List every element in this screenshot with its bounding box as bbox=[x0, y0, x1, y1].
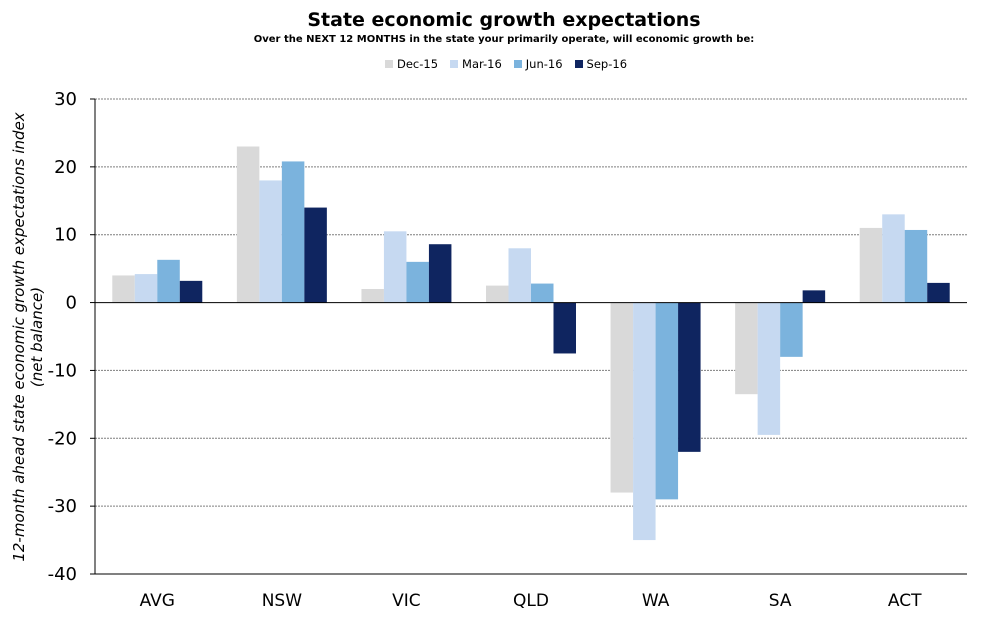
x-category-label: ACT bbox=[888, 591, 922, 611]
x-category-label: WA bbox=[642, 591, 670, 611]
y-tick-label: -20 bbox=[48, 428, 77, 449]
bar-avg-mar-16 bbox=[134, 274, 158, 303]
bar-act-jun-16 bbox=[904, 229, 928, 303]
chart-subtitle: Over the NEXT 12 MONTHS in the state you… bbox=[253, 34, 755, 45]
legend-swatch bbox=[574, 60, 583, 68]
legend: Dec-15 Mar-16 Jun-16 Sep-16 bbox=[0, 57, 983, 71]
x-category-labels: AVG NSW VIC QLD WA SA ACT bbox=[140, 591, 923, 611]
bar-sa-dec-15 bbox=[735, 302, 758, 395]
y-tick-label: 0 bbox=[66, 293, 77, 314]
bar-avg-sep-16 bbox=[179, 280, 203, 303]
y-tick-label: -30 bbox=[48, 496, 77, 517]
legend-item: Dec-15 bbox=[384, 57, 439, 71]
legend-swatch bbox=[450, 60, 459, 68]
legend-label: Jun-16 bbox=[525, 57, 563, 71]
gridlines bbox=[90, 98, 967, 575]
legend-label: Sep-16 bbox=[586, 57, 628, 71]
x-category-label: AVG bbox=[140, 591, 175, 611]
bar-avg-dec-15 bbox=[112, 275, 135, 303]
bar-act-mar-16 bbox=[882, 214, 905, 303]
bar-avg-jun-16 bbox=[157, 259, 180, 303]
bar-nsw-mar-16 bbox=[259, 180, 282, 303]
axes bbox=[94, 99, 967, 575]
x-category-label: QLD bbox=[513, 591, 549, 611]
bar-sa-mar-16 bbox=[757, 302, 781, 435]
bar-wa-jun-16 bbox=[655, 302, 679, 500]
legend-item: Mar-16 bbox=[450, 57, 502, 71]
bar-wa-sep-16 bbox=[678, 302, 701, 452]
y-tick-labels: 30 20 10 0 -10 -20 -30 -40 bbox=[48, 89, 77, 585]
bar-nsw-dec-15 bbox=[236, 146, 260, 303]
bar-vic-mar-16 bbox=[383, 231, 407, 303]
x-category-label: NSW bbox=[262, 591, 303, 611]
bar-qld-dec-15 bbox=[486, 285, 509, 303]
x-category-label: SA bbox=[769, 591, 792, 611]
bar-wa-mar-16 bbox=[633, 302, 656, 541]
bar-act-dec-15 bbox=[859, 227, 883, 303]
bar-sa-sep-16 bbox=[802, 290, 826, 303]
bar-vic-dec-15 bbox=[361, 289, 384, 303]
bar-qld-sep-16 bbox=[553, 302, 576, 354]
bar-wa-dec-15 bbox=[610, 302, 634, 493]
y-tick-label: 30 bbox=[54, 89, 77, 110]
bar-qld-mar-16 bbox=[508, 248, 531, 303]
bar-nsw-jun-16 bbox=[281, 161, 305, 303]
bar-qld-jun-16 bbox=[531, 283, 554, 303]
x-category-label: VIC bbox=[392, 591, 421, 611]
legend-label: Dec-15 bbox=[396, 57, 439, 71]
y-tick-label: 20 bbox=[54, 157, 77, 178]
bar-act-sep-16 bbox=[927, 282, 950, 303]
bar-nsw-sep-16 bbox=[304, 207, 327, 303]
bar-vic-jun-16 bbox=[406, 261, 429, 303]
bars bbox=[112, 146, 950, 541]
bar-vic-sep-16 bbox=[428, 244, 452, 303]
legend-swatch bbox=[384, 60, 393, 68]
y-tick-label: 10 bbox=[54, 225, 77, 246]
legend-item: Jun-16 bbox=[513, 57, 563, 71]
legend-item: Sep-16 bbox=[574, 57, 628, 71]
y-tick-label: -40 bbox=[48, 564, 77, 585]
bar-sa-jun-16 bbox=[780, 302, 803, 357]
legend-swatch bbox=[513, 60, 522, 68]
y-tick-label: -10 bbox=[48, 360, 77, 381]
chart-title: State economic growth expectations bbox=[307, 9, 701, 31]
legend-label: Mar-16 bbox=[462, 57, 502, 71]
